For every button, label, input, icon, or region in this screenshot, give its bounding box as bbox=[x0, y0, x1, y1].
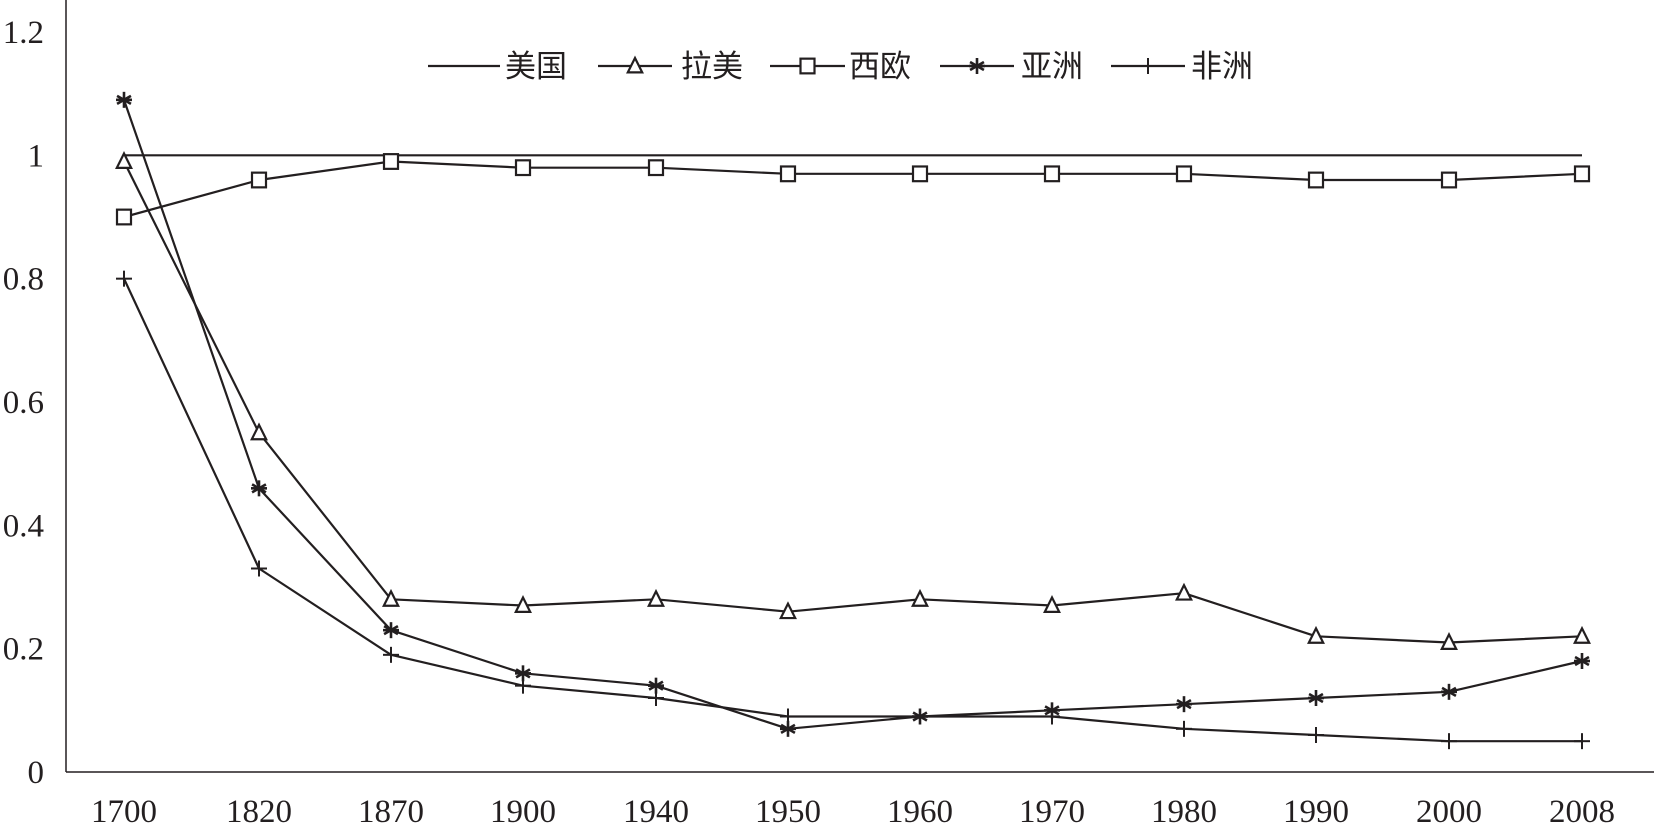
x-tick-label: 2008 bbox=[1549, 794, 1615, 830]
x-tick-label: 1980 bbox=[1151, 794, 1217, 830]
legend-item: 美国 bbox=[428, 49, 567, 85]
series-4-point bbox=[515, 665, 531, 682]
series-5-point bbox=[1308, 727, 1324, 743]
legend-marker bbox=[626, 55, 644, 74]
series-3-point bbox=[514, 159, 532, 177]
series-3-point bbox=[779, 165, 797, 183]
y-tick-label: 0 bbox=[28, 755, 45, 791]
series-3-line bbox=[123, 160, 1583, 219]
series-2-point bbox=[779, 601, 797, 620]
series-2-point bbox=[250, 422, 268, 441]
series-2-point bbox=[1307, 625, 1325, 644]
x-tick-label: 1970 bbox=[1019, 794, 1085, 830]
legend-label: 美国 bbox=[505, 49, 567, 85]
legend-marker bbox=[969, 58, 985, 74]
legend: 美国 拉美 西欧 亚洲 非洲 bbox=[428, 49, 1253, 85]
series-5-point bbox=[116, 270, 132, 287]
legend-item: 西欧 bbox=[770, 49, 911, 85]
series-4-point bbox=[116, 91, 132, 108]
series-2-point bbox=[911, 588, 929, 607]
axes bbox=[65, 0, 1654, 773]
series-2-point bbox=[1440, 632, 1458, 651]
series-lines bbox=[122, 99, 1583, 743]
y-tick-label: 0.4 bbox=[3, 508, 44, 544]
series-5-point bbox=[1441, 733, 1457, 750]
y-tick-label: 1 bbox=[28, 138, 45, 174]
series-3-point bbox=[1175, 165, 1193, 183]
series-5-point bbox=[648, 690, 664, 706]
x-tick-label: 1990 bbox=[1283, 794, 1349, 830]
x-tick-label: 1700 bbox=[91, 794, 157, 830]
series-4-point bbox=[1176, 696, 1192, 713]
legend-label: 非洲 bbox=[1191, 49, 1253, 85]
series-5-point bbox=[515, 677, 531, 694]
legend-item: 拉美 bbox=[598, 49, 743, 85]
series-2-point bbox=[1043, 595, 1061, 614]
series-4-point bbox=[1574, 653, 1590, 669]
series-3-point bbox=[1573, 165, 1591, 183]
series-2-point bbox=[514, 595, 532, 614]
series-3-point bbox=[382, 153, 400, 170]
series-3-point bbox=[647, 159, 665, 177]
series-3-point bbox=[115, 208, 133, 226]
series-4-point bbox=[383, 622, 399, 639]
series-2-point bbox=[1573, 625, 1591, 644]
legend-label: 亚洲 bbox=[1021, 49, 1083, 85]
x-tick-label: 1900 bbox=[490, 794, 556, 830]
y-tick-label: 0.8 bbox=[3, 262, 44, 298]
y-tick-label: 0.6 bbox=[3, 385, 44, 421]
series-5-line bbox=[123, 278, 1582, 743]
series-2-point bbox=[1175, 582, 1193, 601]
series-2-point bbox=[115, 151, 133, 169]
series-2-point bbox=[647, 588, 665, 607]
x-tick-label: 2000 bbox=[1416, 794, 1482, 830]
legend-label: 西欧 bbox=[849, 49, 911, 85]
series-markers bbox=[115, 91, 1591, 750]
x-tick-label: 1940 bbox=[623, 794, 689, 830]
series-2-line bbox=[123, 161, 1583, 644]
series-4-point bbox=[1308, 690, 1324, 706]
y-tick-label: 1.2 bbox=[3, 15, 44, 51]
series-3-point bbox=[911, 165, 929, 183]
legend-item: 亚洲 bbox=[940, 49, 1083, 85]
legend-label: 拉美 bbox=[681, 49, 743, 85]
series-4-point bbox=[251, 480, 267, 497]
y-tick-label: 0.2 bbox=[3, 632, 44, 668]
legend-item: 非洲 bbox=[1111, 49, 1253, 85]
x-tick-label: 1950 bbox=[755, 794, 821, 830]
series-3-point bbox=[1043, 165, 1061, 183]
legend-marker bbox=[799, 57, 816, 75]
legend-marker bbox=[1140, 58, 1156, 74]
series-5-point bbox=[1044, 708, 1060, 725]
series-4-point bbox=[1441, 683, 1457, 700]
x-tick-label: 1820 bbox=[226, 794, 292, 830]
tick-labels: 0 0.2 0.4 0.6 0.8 1 1.2 1700 1820 1870 1900 1940 195… bbox=[3, 15, 1615, 830]
x-tick-label: 1870 bbox=[358, 794, 424, 830]
series-4-line bbox=[122, 99, 1583, 730]
series-5-point bbox=[780, 708, 796, 725]
series-3-point bbox=[1440, 171, 1458, 189]
series-5-point bbox=[1176, 720, 1192, 737]
x-tick-label: 1960 bbox=[887, 794, 953, 830]
series-3-point bbox=[250, 171, 268, 189]
series-5-point bbox=[1574, 733, 1590, 750]
series-5-point bbox=[912, 708, 928, 725]
series-3-point bbox=[1307, 171, 1325, 189]
series-2-point bbox=[382, 588, 400, 607]
series-5-point bbox=[251, 560, 267, 577]
series-5-point bbox=[383, 646, 399, 663]
